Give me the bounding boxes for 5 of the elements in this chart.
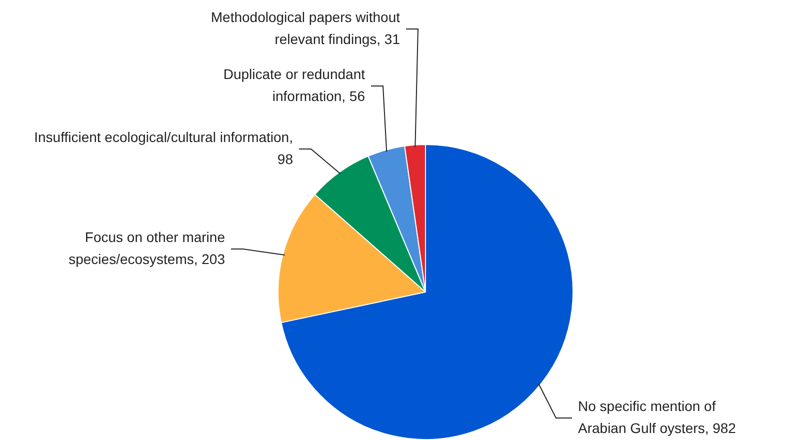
slice-label: Duplicate or redundant information, 56	[223, 66, 366, 104]
slice-label: Methodological papers without relevant findings, 31	[210, 8, 400, 47]
slice-label: Focus on other marine species/ecosystems, 203	[68, 228, 226, 267]
slice-label: Insufficient ecological/cultural information, 98	[34, 128, 294, 167]
slice-label: No specific mention of Arabian Gulf oysters, 982	[578, 398, 736, 436]
